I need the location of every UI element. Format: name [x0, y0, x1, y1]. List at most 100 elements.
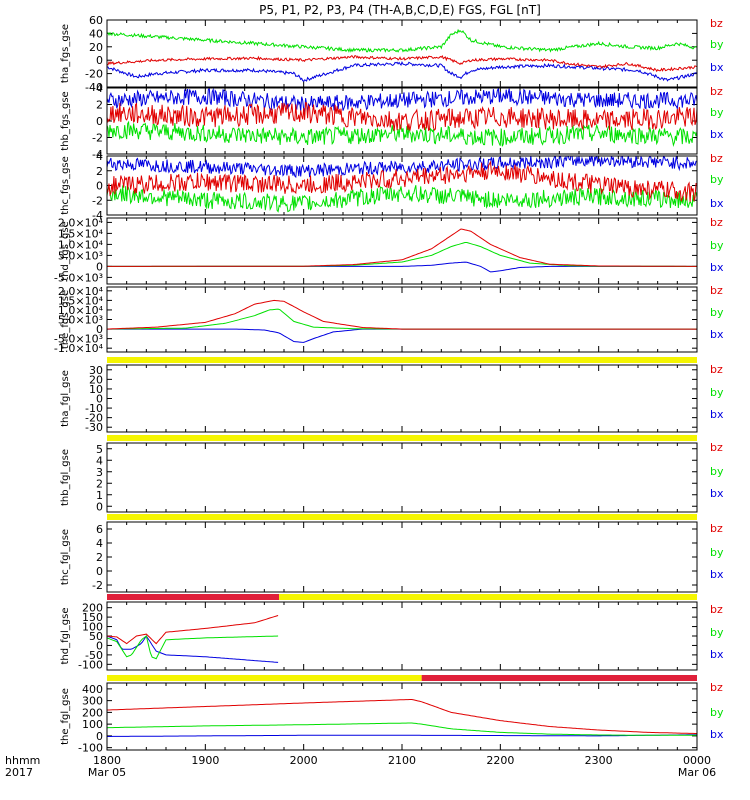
y-tick-label: -40: [85, 81, 103, 94]
series-bz-line: [107, 228, 697, 267]
x-date-start: Mar 05: [88, 766, 126, 779]
y-axis-label: thb_fgl_gse: [60, 449, 71, 506]
y-tick-label: 0: [96, 500, 103, 513]
panel-frame: [106, 19, 698, 88]
panel-thd_fgs_gse: -5.0×10³05.0×10³1.0×10⁴1.5×10⁴2.0×10⁴thd…: [54, 216, 724, 285]
y-tick-label: 4: [96, 82, 103, 95]
panel-thb_fgs_gse: -4 -2 0 2 4 thb_fgs_gse bz by bx: [60, 82, 724, 161]
y-tick-label: 0: [96, 260, 103, 273]
y-tick-label: -30: [85, 421, 103, 434]
legend-by: by: [710, 38, 724, 51]
y-tick-label: 20: [89, 41, 103, 54]
series-by-line: [107, 242, 697, 267]
legend-bz: bz: [710, 681, 723, 694]
x-tick-label: 2100: [388, 754, 416, 767]
x-tick-label: 0000: [683, 754, 711, 767]
y-axis-label: tha_fgl_gse: [60, 370, 71, 427]
y-tick-label: 2.0×10⁴: [58, 285, 104, 298]
y-tick-label: 200: [82, 706, 103, 719]
y-tick-label: -2: [92, 132, 103, 145]
legend-bz: bz: [710, 216, 723, 229]
y-tick-label: -4: [92, 209, 103, 222]
y-tick-label: 2: [96, 99, 103, 112]
y-tick-label: 0: [96, 323, 103, 336]
y-tick-label: 30: [89, 364, 103, 377]
y-tick-label: 150: [82, 611, 103, 624]
y-tick-label: 10: [89, 383, 103, 396]
legend-bx: bx: [710, 61, 724, 74]
series-bx-line: [107, 734, 697, 737]
y-tick-label: -20: [85, 412, 103, 425]
series-by-line: [107, 28, 697, 53]
y-tick-label: 4: [96, 537, 103, 550]
x-axis-corner-unit: hhmm: [5, 754, 40, 767]
y-tick-label: 0: [96, 180, 103, 193]
legend-bz: bz: [710, 85, 723, 98]
panel-frame: [106, 217, 698, 285]
series-by-line: [107, 308, 697, 330]
y-tick-label: 5.0×10³: [58, 314, 103, 327]
series-bx-line: [107, 261, 697, 273]
series-bx-line: [107, 328, 697, 343]
legend-by: by: [710, 239, 724, 252]
y-tick-label: -100: [78, 658, 103, 671]
y-tick-label: 3: [96, 466, 103, 479]
legend-by: by: [710, 706, 724, 719]
legend-bx: bx: [710, 261, 724, 274]
y-tick-label: -5.0×10³: [54, 271, 103, 284]
y-tick-label: 5.0×10³: [58, 249, 103, 262]
y-tick-label: 0: [96, 115, 103, 128]
legend-by: by: [710, 465, 724, 478]
series-by-line: [107, 120, 697, 147]
y-tick-label: 40: [89, 27, 103, 40]
y-axis-label: tha_fgs_gse: [60, 24, 71, 83]
y-tick-label: 100: [82, 621, 103, 634]
legend-bz: bz: [710, 522, 723, 535]
y-tick-label: 1.5×10⁴: [58, 227, 104, 240]
status-bar-yellow: [107, 435, 697, 441]
y-tick-label: -1.0×10⁴: [54, 342, 104, 355]
panel-frame: [106, 87, 698, 155]
series-bz-line: [107, 160, 697, 202]
panel-frame: [106, 364, 698, 433]
legend-bz: bz: [710, 17, 723, 30]
y-axis-label: thd_fgl_gse: [60, 608, 71, 665]
y-tick-label: -2: [92, 194, 103, 207]
x-tick-label: 2300: [585, 754, 613, 767]
y-axis-label: thc_fgs_gse: [60, 156, 71, 215]
y-tick-label: 2: [96, 551, 103, 564]
y-tick-label: -50: [85, 649, 103, 662]
y-tick-label: 6: [96, 523, 103, 536]
y-tick-label: -100: [78, 742, 103, 755]
y-tick-label: 1.5×10⁴: [58, 294, 104, 307]
series-by-line: [107, 722, 697, 736]
x-tick-label: 2200: [486, 754, 514, 767]
legend-bx: bx: [710, 128, 724, 141]
y-tick-label: 4: [96, 454, 103, 467]
series-bz-line: [107, 101, 697, 132]
y-tick-label: 1.0×10⁴: [58, 238, 104, 251]
legend-bz: bz: [710, 152, 723, 165]
legend-by: by: [710, 626, 724, 639]
series-by-line: [107, 635, 279, 660]
y-axis-label: thd_fgs_gse: [60, 221, 71, 280]
y-tick-label: 1.0×10⁴: [58, 304, 104, 317]
y-tick-label: 0: [96, 393, 103, 406]
y-tick-label: 200: [82, 602, 103, 615]
y-axis-label: the_fgs_gse: [60, 290, 71, 349]
series-bz-line: [107, 699, 697, 734]
y-tick-label: -10: [85, 402, 103, 415]
status-bar-yellow: [107, 675, 422, 681]
y-tick-label: 2: [96, 477, 103, 490]
panel-the_fgs_gse: -1.0×10⁴-5.0×10³05.0×10³1.0×10⁴1.5×10⁴2.…: [54, 284, 724, 355]
panel-frame: [106, 155, 698, 216]
y-tick-label: 0: [96, 565, 103, 578]
y-tick-label: 100: [82, 718, 103, 731]
legend-bx: bx: [710, 568, 724, 581]
y-tick-label: 0: [96, 730, 103, 743]
status-bar-red: [421, 675, 697, 681]
panel-thc_fgs_gse: -4 -20 2 4 thc_fgs_gse bz by bx: [60, 150, 724, 222]
